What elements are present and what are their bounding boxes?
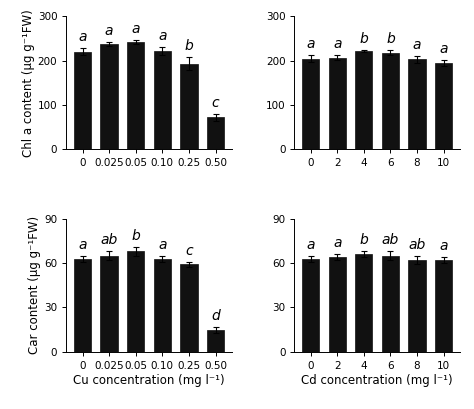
Bar: [382, 53, 399, 149]
Text: b: b: [359, 31, 368, 46]
Text: b: b: [386, 32, 395, 46]
Text: a: a: [131, 22, 140, 36]
Text: b: b: [184, 39, 193, 53]
X-axis label: Cd concentration (mg l⁻¹): Cd concentration (mg l⁻¹): [301, 373, 453, 387]
Text: a: a: [158, 238, 166, 252]
Bar: [127, 42, 145, 149]
Text: ab: ab: [100, 233, 118, 247]
Text: b: b: [359, 233, 368, 247]
Text: a: a: [158, 29, 166, 43]
Bar: [100, 256, 118, 352]
Text: ab: ab: [409, 238, 426, 252]
Bar: [180, 64, 198, 149]
Bar: [302, 58, 319, 149]
Bar: [74, 258, 91, 352]
Y-axis label: Car content (μg g⁻¹FW): Car content (μg g⁻¹FW): [28, 216, 41, 354]
Text: a: a: [413, 38, 421, 52]
Bar: [207, 330, 224, 352]
Text: c: c: [185, 243, 193, 258]
Bar: [435, 260, 452, 352]
Text: a: a: [306, 238, 315, 252]
Y-axis label: Chl a content (μg g⁻¹FW): Chl a content (μg g⁻¹FW): [22, 9, 35, 157]
Text: a: a: [78, 30, 87, 44]
Text: a: a: [78, 238, 87, 252]
Bar: [100, 44, 118, 149]
Text: b: b: [131, 229, 140, 243]
Bar: [74, 52, 91, 149]
Bar: [207, 117, 224, 149]
Bar: [355, 254, 373, 352]
Text: d: d: [211, 309, 220, 323]
Bar: [355, 51, 373, 149]
Bar: [382, 256, 399, 352]
Text: a: a: [333, 236, 341, 250]
Bar: [409, 260, 426, 352]
X-axis label: Cu concentration (mg l⁻¹): Cu concentration (mg l⁻¹): [73, 373, 225, 387]
Text: ab: ab: [382, 233, 399, 247]
Text: c: c: [212, 96, 219, 110]
Text: a: a: [439, 239, 448, 253]
Bar: [127, 251, 145, 352]
Bar: [328, 257, 346, 352]
Text: a: a: [439, 42, 448, 56]
Text: a: a: [306, 37, 315, 51]
Bar: [409, 59, 426, 149]
Text: a: a: [105, 24, 113, 38]
Bar: [435, 63, 452, 149]
Bar: [302, 258, 319, 352]
Bar: [180, 265, 198, 352]
Bar: [154, 258, 171, 352]
Bar: [328, 58, 346, 149]
Text: a: a: [333, 37, 341, 52]
Bar: [154, 51, 171, 149]
